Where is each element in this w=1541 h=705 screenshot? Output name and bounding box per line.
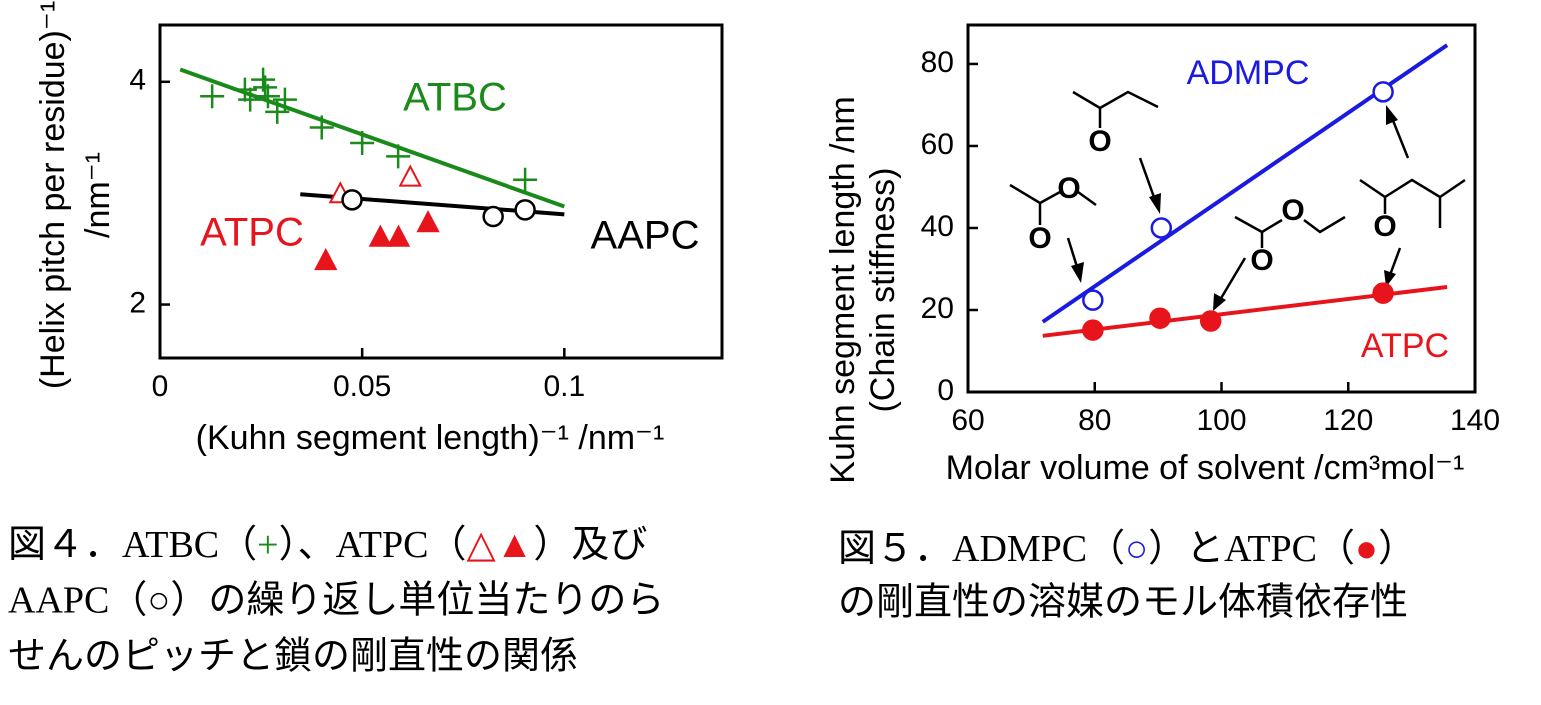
series-label: ATBC	[403, 76, 507, 120]
atom-label: O	[1088, 125, 1111, 158]
caption-text: ○	[1125, 528, 1148, 570]
point	[350, 131, 375, 156]
x-tick-label: 120	[1323, 404, 1373, 437]
point	[513, 167, 538, 192]
point	[368, 224, 393, 247]
x-axis-label: Molar volume of solvent /cm³mol⁻¹	[946, 449, 1465, 487]
caption-line: せんのピッチと鎖の剛直性の関係	[8, 636, 578, 678]
point	[341, 189, 363, 211]
point	[1082, 319, 1104, 341]
point	[416, 210, 440, 233]
point	[482, 205, 504, 228]
y-axis-label: (Helix pitch per residue)⁻¹	[34, 1, 72, 389]
x-tick-label: 140	[1450, 404, 1500, 437]
y-tick-label: 80	[921, 46, 954, 79]
x-tick-label: 0.05	[333, 370, 391, 403]
x-tick-label: 60	[951, 404, 984, 437]
caption-line: の剛直性の溶媒のモル体積依存性	[838, 582, 1408, 624]
point	[314, 247, 338, 271]
point	[255, 84, 280, 109]
atom-label: O	[1281, 194, 1304, 227]
point	[1150, 217, 1173, 239]
point	[309, 115, 334, 140]
point	[1149, 307, 1171, 329]
plot-frame	[158, 23, 724, 360]
series-label: AAPC	[591, 214, 700, 258]
caption-text: +	[257, 524, 278, 566]
point	[386, 224, 411, 247]
arrowheads	[1071, 105, 1398, 311]
point	[238, 87, 263, 112]
point	[1082, 289, 1104, 311]
atom-label: O	[1250, 244, 1273, 277]
caption-line: AAPC（○）の繰り返し単位当たりのら	[8, 580, 664, 622]
y-axis-label: /nm⁻¹	[79, 152, 117, 238]
caption-text: ●	[1355, 528, 1378, 570]
x-axis-label: (Kuhn segment length)⁻¹ /nm⁻¹	[196, 419, 665, 457]
caption-text: ）、ATPC（	[279, 524, 467, 566]
series-label: ATPC	[1361, 327, 1449, 365]
atom-label: O	[1373, 210, 1396, 243]
caption-text: △▲	[467, 524, 534, 566]
y-tick-label: 0	[937, 374, 954, 407]
point	[1199, 310, 1222, 332]
caption-text: ）とATPC（	[1148, 528, 1355, 570]
point	[272, 87, 297, 112]
atom-label: O	[1028, 222, 1051, 255]
caption-line: 図５．ADMPC（○）とATPC（●）	[838, 528, 1416, 570]
point	[1372, 81, 1394, 103]
x-tick-label: 0	[152, 370, 169, 403]
x-tick-label: 100	[1196, 404, 1246, 437]
y-tick-label: 2	[129, 286, 146, 319]
caption-line: 図４．ATBC（+）、ATPC（△▲）及び	[8, 524, 647, 566]
structure-atoms: O O O O O O	[1028, 125, 1396, 277]
x-tick-label: 80	[1078, 404, 1111, 437]
x-tick-label: 0.1	[543, 370, 585, 403]
series-label: ATPC	[200, 211, 304, 255]
point	[265, 99, 290, 124]
point	[1372, 282, 1394, 304]
y-axis-label: (Chain stiffness)	[864, 167, 902, 412]
point	[200, 84, 225, 109]
caption-text: 図４．ATBC（	[8, 524, 257, 566]
caption-text: 図５．ADMPC（	[838, 528, 1125, 570]
series-label: ADMPC	[1187, 54, 1310, 92]
y-tick-label: 4	[129, 64, 146, 97]
y-tick-label: 40	[921, 210, 954, 243]
point	[386, 144, 411, 169]
atom-label: O	[1057, 172, 1080, 205]
caption-text: ）	[1378, 528, 1416, 570]
point	[514, 199, 536, 221]
caption-text: ）及び	[533, 524, 647, 566]
y-tick-label: 60	[921, 128, 954, 161]
point	[232, 77, 257, 102]
y-tick-label: 20	[921, 292, 954, 325]
y-axis-label: Kuhn segment length /nm	[824, 96, 862, 483]
point	[398, 164, 422, 187]
